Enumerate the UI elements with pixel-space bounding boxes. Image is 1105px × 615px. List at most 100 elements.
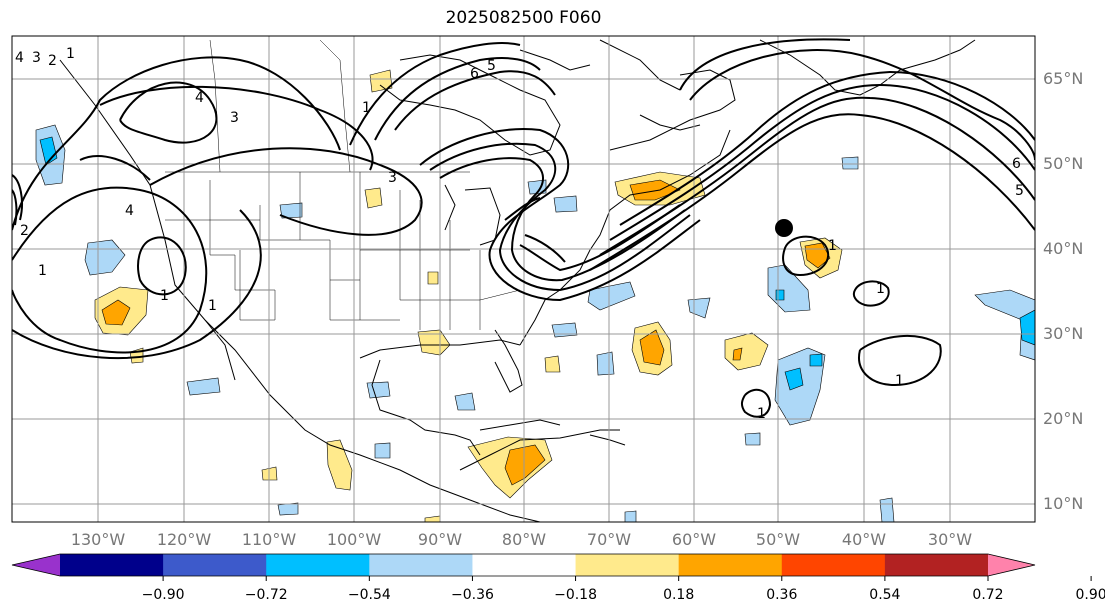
colorbar-tick-label: 0.54 xyxy=(869,587,900,603)
colorbar-segment xyxy=(369,554,473,576)
contour-label: 1 xyxy=(66,46,75,62)
colorbar xyxy=(11,553,1036,577)
contour-label: 6 xyxy=(470,66,479,82)
colorbar-segment xyxy=(266,554,370,576)
lon-label: 70°W xyxy=(587,530,631,549)
cool-anomaly xyxy=(744,432,761,446)
warm-anomaly xyxy=(417,329,451,356)
colorbar-tick-labels: −0.90 −0.72 −0.54 −0.36 −0.18 0.18 0.36 0.54 0.7… xyxy=(142,576,1105,603)
lon-label: 100°W xyxy=(327,530,382,549)
contour-label: 2 xyxy=(48,53,57,69)
lat-label: 30°N xyxy=(1043,324,1083,343)
lat-label: 20°N xyxy=(1043,409,1083,428)
contour-label: 5 xyxy=(487,58,496,74)
colorbar-tick-label: −0.54 xyxy=(348,587,391,603)
cool-anomaly xyxy=(974,289,1035,361)
colorbar-segment xyxy=(472,554,577,576)
contour-label: 4 xyxy=(125,203,134,219)
lon-label: 120°W xyxy=(157,530,212,549)
colorbar-tick-label: −0.36 xyxy=(451,587,494,603)
warm-anomaly xyxy=(724,332,769,371)
cool-anomaly xyxy=(366,381,391,399)
storm-position-marker xyxy=(775,219,793,237)
cool-anomaly-core xyxy=(1019,309,1035,346)
longitude-labels: 130°W 120°W 110°W 100°W 90°W 80°W 70°W 6… xyxy=(71,530,972,549)
map-content: 4 3 2 1 6 5 4 4 3 2 1 3 1 1 1 6 5 1 1 1 … xyxy=(12,36,1035,522)
contour-label: 2 xyxy=(20,223,29,239)
warm-anomaly-core xyxy=(504,444,546,486)
contour-label: 1 xyxy=(208,298,217,314)
lon-label: 130°W xyxy=(71,530,126,549)
contour-label: 6 xyxy=(1012,156,1021,172)
lon-label: 50°W xyxy=(756,530,800,549)
contour-label: 3 xyxy=(32,50,41,66)
cool-anomaly xyxy=(841,156,859,170)
lon-label: 110°W xyxy=(242,530,297,549)
colorbar-segment xyxy=(163,554,267,576)
contour-label: 1 xyxy=(828,238,837,254)
warm-anomaly xyxy=(544,355,561,373)
contour-label: 4 xyxy=(195,90,204,106)
cool-anomaly xyxy=(374,442,391,459)
warm-anomaly xyxy=(427,271,439,285)
lon-label: 60°W xyxy=(672,530,716,549)
cool-anomaly xyxy=(596,351,615,376)
colorbar-extend-low xyxy=(12,554,60,576)
colorbar-tick-label: −0.90 xyxy=(142,587,185,603)
contour-label: 1 xyxy=(757,406,766,422)
lon-label: 40°W xyxy=(842,530,886,549)
warm-anomaly-core xyxy=(732,347,743,361)
contour-label: 4 xyxy=(15,50,24,66)
warm-anomaly xyxy=(364,187,383,209)
contour-label: 1 xyxy=(895,373,904,389)
colorbar-segment xyxy=(678,554,783,576)
cool-anomaly xyxy=(454,392,476,411)
graticule xyxy=(12,36,1035,522)
colorbar-tick-label: 0.72 xyxy=(972,587,1003,603)
map-frame xyxy=(11,35,1036,523)
warm-anomaly-core xyxy=(101,299,131,326)
cool-anomaly xyxy=(551,322,578,338)
cool-anomaly-core xyxy=(784,367,804,391)
cool-anomaly-core xyxy=(809,353,823,367)
warm-anomaly xyxy=(326,439,353,491)
contour-label-group: 4 3 2 1 6 5 4 4 3 2 1 3 1 1 1 6 5 1 1 1 … xyxy=(15,46,1024,422)
warm-anomaly xyxy=(369,69,393,93)
lon-label: 30°W xyxy=(928,530,972,549)
colorbar-segment xyxy=(781,554,886,576)
contour-lines xyxy=(12,38,1035,418)
colorbar-tick-label: 0.90 xyxy=(1076,587,1105,603)
contour-label: 1 xyxy=(876,281,885,297)
latitude-labels: 65°N 50°N 40°N 30°N 20°N 10°N xyxy=(1043,69,1083,513)
colorbar-segment xyxy=(884,554,989,576)
contour-label: 1 xyxy=(38,263,47,279)
colorbar-extend-high xyxy=(988,554,1035,576)
lat-label: 65°N xyxy=(1043,69,1083,88)
lat-label: 40°N xyxy=(1043,239,1083,258)
cool-anomaly xyxy=(624,510,637,522)
warm-anomaly-core xyxy=(639,329,665,366)
cool-anomaly xyxy=(277,502,299,516)
lon-label: 80°W xyxy=(502,530,546,549)
warm-anomaly xyxy=(424,515,441,522)
colorbar-segment xyxy=(60,554,164,576)
contour-label: 3 xyxy=(230,110,239,126)
colorbar-tick-label: 0.36 xyxy=(766,587,797,603)
cool-anomaly xyxy=(553,195,578,213)
lon-label: 90°W xyxy=(418,530,462,549)
lat-label: 50°N xyxy=(1043,154,1083,173)
contour-label: 3 xyxy=(388,170,397,186)
colorbar-tick-label: −0.72 xyxy=(245,587,288,603)
map-title: 2025082500 F060 xyxy=(445,8,602,28)
cool-anomaly-core xyxy=(775,289,785,301)
contour-label: 1 xyxy=(160,288,169,304)
colorbar-tick-label: 0.18 xyxy=(663,587,694,603)
lat-label: 10°N xyxy=(1043,494,1083,513)
colorbar-outline xyxy=(11,553,1036,577)
cool-anomaly xyxy=(587,281,636,311)
contour-label: 5 xyxy=(1015,183,1024,199)
anomaly-fills xyxy=(35,69,1035,522)
contour-label: 1 xyxy=(362,100,371,116)
cool-anomaly xyxy=(279,202,303,219)
